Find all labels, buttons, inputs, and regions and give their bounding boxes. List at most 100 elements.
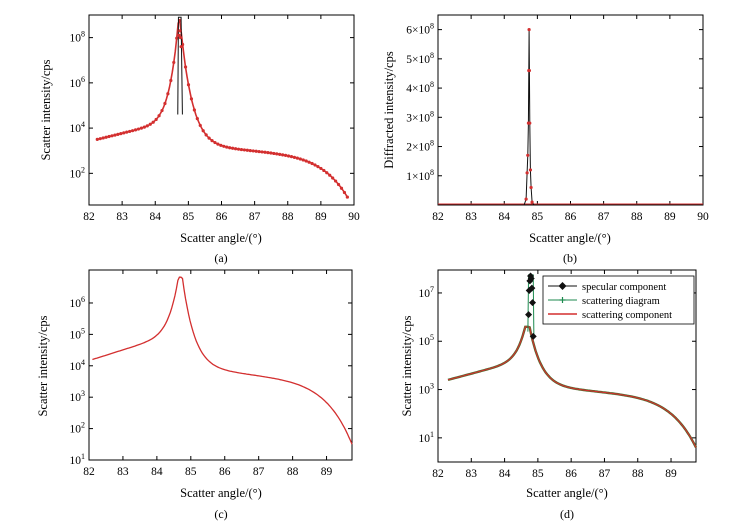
panel-a-series-point <box>139 126 144 130</box>
panel-a-series-point <box>110 134 114 138</box>
panel-d-series <box>447 272 698 449</box>
panel-a-series-point <box>260 150 264 154</box>
panel-a-series-point <box>248 148 252 153</box>
x-tick-label: 82 <box>83 211 95 223</box>
x-tick-label: 82 <box>83 466 95 478</box>
panel-b-y-axis-label: Diffracted intensity/cps <box>382 51 396 169</box>
panel-d-caption: (d) <box>560 507 574 521</box>
panel-a-series-point <box>325 171 329 175</box>
panel-a-series-point <box>307 160 311 164</box>
panel-b-point <box>527 68 532 73</box>
panel-a-series-point <box>183 65 188 69</box>
panel-d-x-axis-label: Scatter angle/(°) <box>526 486 608 500</box>
panel-a-series-point <box>275 152 279 156</box>
panel-a-series-point <box>313 163 317 167</box>
panel-a-series <box>95 16 349 199</box>
panel-a-series-point <box>281 153 285 157</box>
panel-a-series-point <box>216 142 220 146</box>
panel-c-series-line <box>92 276 353 445</box>
panel-a-series-point <box>236 147 241 151</box>
x-tick-label: 89 <box>315 211 327 223</box>
panel-c-x-axis-label: Scatter angle/(°) <box>180 486 262 500</box>
y-tick-label: 104 <box>70 358 86 373</box>
panel-d-legend: specular component scattering diagram sc… <box>542 275 695 325</box>
y-tick-label: 105 <box>70 326 86 341</box>
x-tick-label: 87 <box>599 468 611 480</box>
panel-a-peak-point <box>178 29 182 33</box>
x-tick-label: 90 <box>697 211 709 223</box>
y-tick-label: 5×108 <box>406 51 434 66</box>
panel-b-series <box>438 28 703 206</box>
panel-a-series-point <box>198 123 202 128</box>
panel-d-y-ticks: 101 103 105 107 <box>419 285 696 445</box>
panel-a-series-point <box>186 83 191 87</box>
panel-a-series-point <box>239 147 244 152</box>
panel-a-series-point <box>331 176 335 180</box>
x-tick-label: 88 <box>631 211 643 223</box>
panel-a-series-point <box>128 129 132 134</box>
y-tick-label: 107 <box>419 285 435 300</box>
panel-a-series-point <box>222 144 226 148</box>
panel-d-specular-point <box>525 311 533 319</box>
legend-marker-specular <box>558 282 567 290</box>
panel-b-point <box>528 121 532 125</box>
panel-a-series-point <box>207 136 211 140</box>
x-tick-label: 82 <box>432 211 444 223</box>
panel-a-series-point <box>328 173 332 177</box>
panel-b-point <box>528 168 533 172</box>
x-tick-label: 89 <box>321 466 333 478</box>
y-tick-label: 103 <box>70 389 86 404</box>
panel-b-plot-frame <box>437 14 704 206</box>
x-tick-label: 86 <box>565 211 577 223</box>
panel-b-y-ticks: 1×108 2×108 3×108 4×108 5×108 6×108 <box>406 22 703 183</box>
panel-a-series-point <box>272 151 276 156</box>
x-tick-label: 86 <box>565 468 577 480</box>
x-tick-label: 88 <box>632 468 644 480</box>
panel-c-caption: (c) <box>214 507 227 521</box>
panel-a-series-point <box>310 161 314 166</box>
y-tick-label: 1×108 <box>406 168 434 183</box>
panel-a-series-point <box>95 137 99 142</box>
x-tick-label: 88 <box>282 211 294 223</box>
panel-a-series-point <box>319 166 323 171</box>
panel-a-series-point <box>233 147 238 151</box>
panel-a-series-point <box>189 97 194 101</box>
panel-a-series-point <box>195 117 199 121</box>
y-tick-label: 101 <box>419 430 435 445</box>
panel-b-x-axis-label: Scatter angle/(°) <box>529 231 611 245</box>
y-tick-label: 106 <box>70 75 86 90</box>
x-tick-label: 84 <box>150 211 162 223</box>
panel-b-point <box>525 171 529 175</box>
x-tick-label: 83 <box>116 211 128 223</box>
panel-a-series-point <box>292 155 297 159</box>
panel-c: 82 83 84 85 86 87 88 89 101 102 103 104 105 106 Scat… <box>36 269 353 521</box>
panel-a-series-point <box>242 148 246 152</box>
panel-a-series-point <box>169 78 173 83</box>
panel-b-caption: (b) <box>563 251 577 265</box>
panel-a-series-point <box>210 139 214 143</box>
panel-a: 82 83 84 85 86 87 88 89 90 102 104 106 108 Scatter … <box>39 14 360 265</box>
panel-b: 82 83 84 85 86 87 88 89 90 1×108 2×108 3×108 4×108 5… <box>382 14 709 265</box>
panel-a-series-point <box>219 143 223 147</box>
panel-d-x-ticks: 82 83 84 85 86 87 88 89 <box>432 270 677 480</box>
x-tick-label: 88 <box>287 466 299 478</box>
panel-a-peak-point <box>179 45 183 49</box>
panel-a-plot-frame <box>88 14 355 206</box>
panel-c-series <box>92 276 353 445</box>
panel-a-series-line <box>97 18 349 198</box>
panel-b-point <box>527 28 531 32</box>
panel-a-series-point <box>334 179 338 183</box>
x-tick-label: 83 <box>465 211 477 223</box>
x-tick-label: 84 <box>151 466 163 478</box>
panel-a-series-point <box>157 114 161 118</box>
x-tick-label: 86 <box>216 211 228 223</box>
x-tick-label: 83 <box>466 468 478 480</box>
panel-a-series-point <box>116 132 120 136</box>
panel-b-point <box>529 185 533 190</box>
panel-a-series-point <box>101 136 105 140</box>
y-tick-label: 105 <box>419 333 435 348</box>
panel-d-scattering-component-line <box>447 326 697 448</box>
panel-a-series-point <box>119 132 123 136</box>
y-tick-label: 4×108 <box>406 80 434 95</box>
panel-a-x-axis-label: Scatter angle/(°) <box>180 231 262 245</box>
